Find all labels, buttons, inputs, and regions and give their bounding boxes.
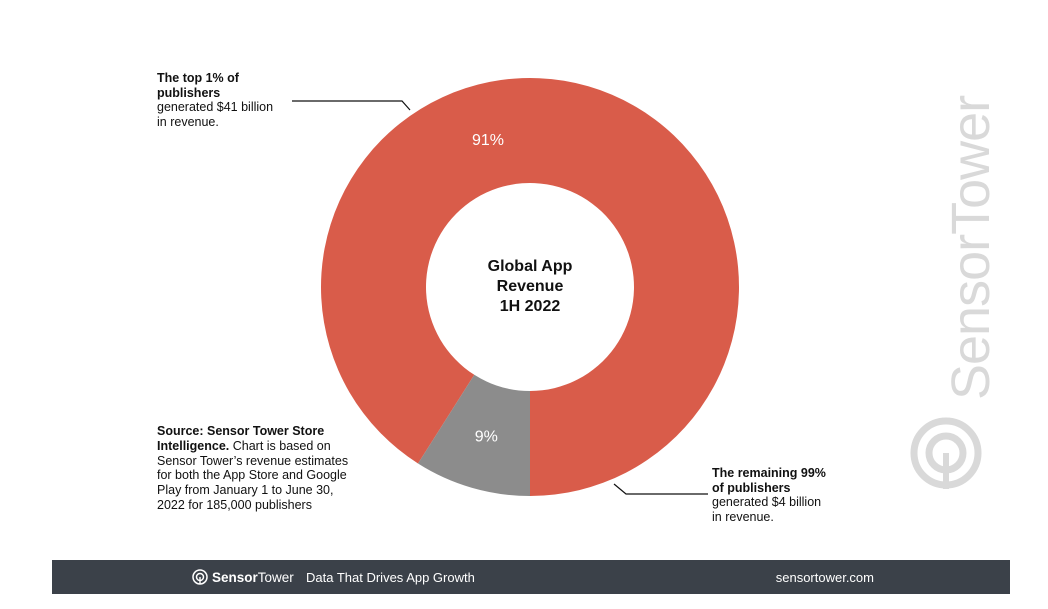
footer-brand-bold: Sensor: [212, 569, 258, 585]
center-label-line-1: Global App: [488, 258, 573, 275]
sensor-tower-watermark-icon: [910, 417, 982, 489]
donut-chart: 91% 9% Global App Revenue 1H 2022: [292, 77, 740, 497]
center-label-line-3: 1H 2022: [500, 298, 561, 315]
top-publishers-callout: The top 1% of publishers generated $41 b…: [157, 71, 297, 129]
source-note-bold: Source: Sensor Tower Store Intelligence.: [157, 424, 325, 453]
top-callout-line-2: publishers: [157, 85, 221, 100]
bottom-callout-line-3: generated $4 billion: [712, 495, 822, 509]
bottom-callout-line: [613, 483, 708, 495]
slice-label-2: 9%: [475, 429, 498, 446]
donut-slice-1: [321, 77, 740, 497]
top-callout-line-3: generated $41 billion: [157, 100, 274, 114]
top-callout-line: [292, 100, 411, 111]
footer-bar: SensorTower Data That Drives App Growth …: [52, 560, 1010, 594]
donut-slices: [321, 77, 740, 497]
footer-brand: SensorTower: [212, 570, 294, 585]
slice-labels: 91% 9%: [472, 132, 504, 445]
bottom-callout-line-2: of publishers: [712, 480, 791, 495]
footer-brand-light: Tower: [257, 569, 294, 585]
watermark-text: SensorTower: [941, 95, 1001, 400]
donut-slice-2: [418, 374, 530, 496]
footer-site-link[interactable]: sensortower.com: [775, 570, 874, 585]
footer-logo[interactable]: SensorTower: [192, 569, 294, 585]
slice-label-1: 91%: [472, 132, 504, 149]
sensor-tower-logo-icon: [192, 569, 208, 585]
remaining-publishers-callout: The remaining 99% of publishers generate…: [712, 466, 852, 524]
source-note-text: Chart is based on Sensor Tower’s revenue…: [157, 438, 349, 512]
top-callout-line-1: The top 1% of: [157, 71, 239, 85]
bottom-callout-line-4: in revenue.: [712, 509, 774, 524]
source-note: Source: Sensor Tower Store Intelligence.…: [157, 424, 357, 513]
center-label-line-2: Revenue: [497, 278, 564, 295]
center-label: Global App Revenue 1H 2022: [488, 258, 573, 315]
top-callout-line-4: in revenue.: [157, 114, 219, 129]
bottom-callout-line-1: The remaining 99%: [712, 466, 826, 480]
footer-tagline: Data That Drives App Growth: [306, 570, 475, 585]
